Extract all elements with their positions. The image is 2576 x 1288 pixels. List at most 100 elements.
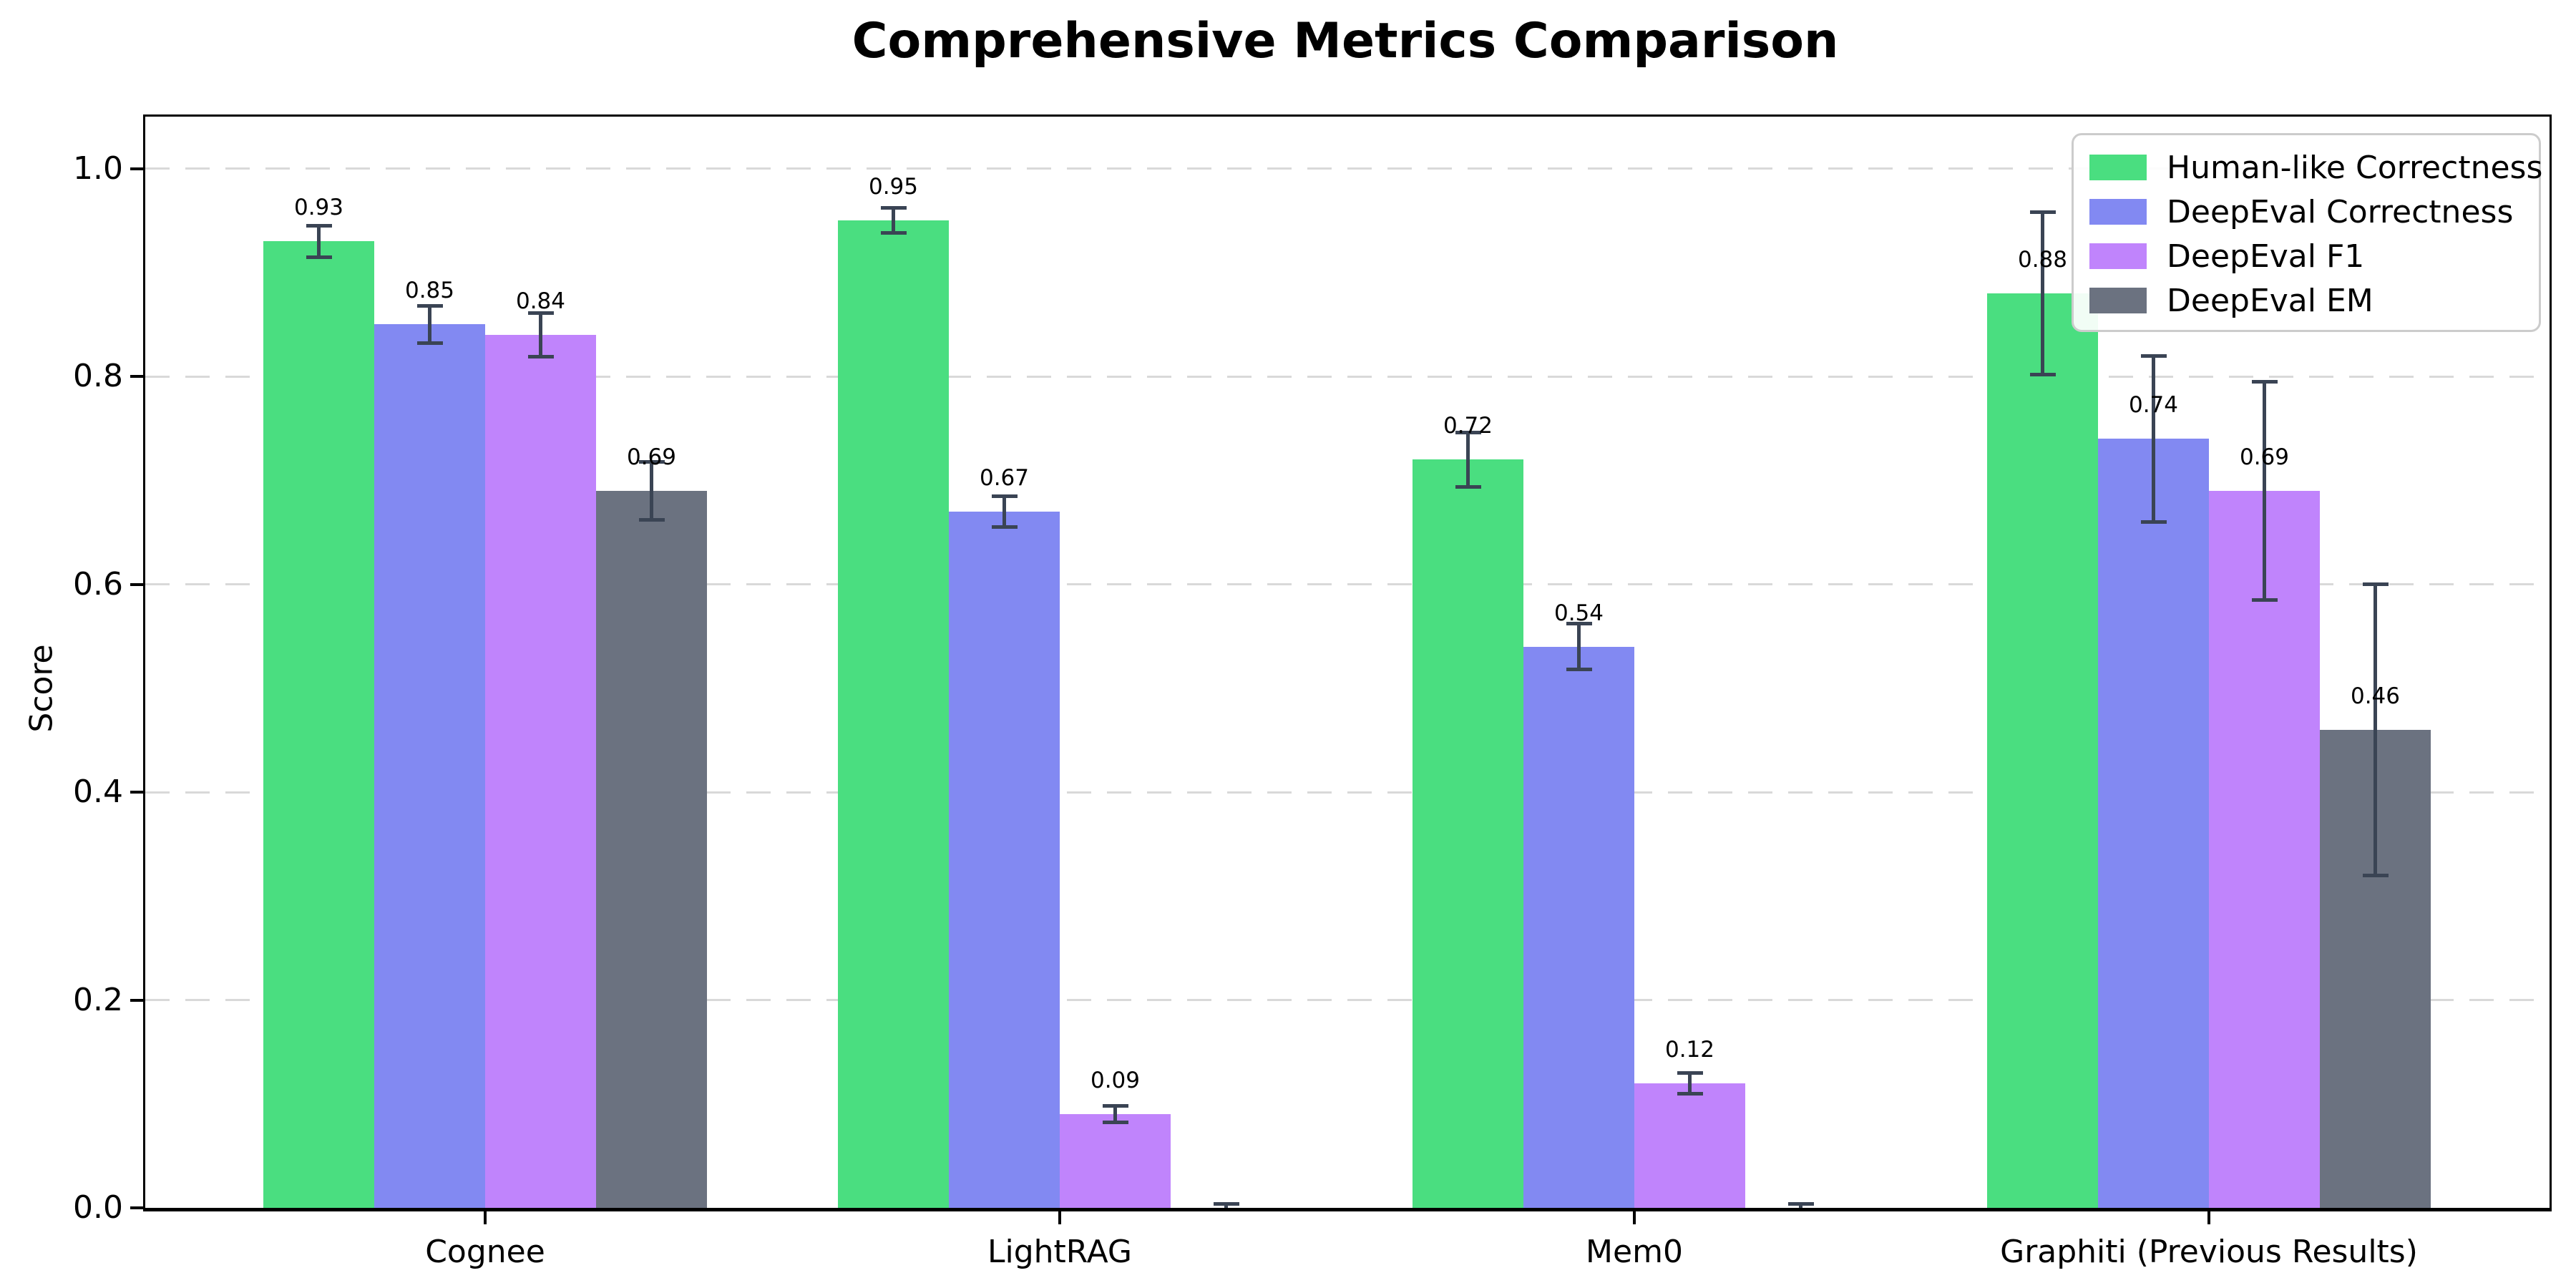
error-bar-cap <box>306 224 332 228</box>
error-bar-cap <box>306 255 332 259</box>
x-tick-label: Mem0 <box>1586 1234 1683 1270</box>
bar <box>838 220 949 1208</box>
error-bar-cap <box>1787 1201 1814 1206</box>
error-bar <box>2152 356 2155 522</box>
legend-label: DeepEval F1 <box>2167 238 2365 275</box>
legend-label: Human-like Correctness <box>2167 149 2543 186</box>
error-bar <box>428 306 431 343</box>
legend-swatch <box>2089 288 2147 313</box>
legend-swatch <box>2089 243 2147 269</box>
error-bar-cap <box>2140 353 2167 358</box>
error-bar-cap <box>1213 1201 1239 1206</box>
x-tick-mark <box>1058 1211 1061 1224</box>
x-tick-label: LightRAG <box>987 1234 1133 1270</box>
bar-value-label: 0.95 <box>868 174 919 200</box>
error-bar-cap <box>1566 668 1592 672</box>
gridline <box>145 167 2550 170</box>
gridline <box>145 999 2550 1002</box>
error-bar <box>1224 1204 1228 1208</box>
y-tick-mark <box>130 1206 143 1209</box>
error-bar-cap <box>2362 582 2389 587</box>
y-tick-label: 0.2 <box>73 981 123 1018</box>
bar <box>374 324 485 1208</box>
y-tick-label: 0.8 <box>73 358 123 395</box>
bar-value-label: 0.12 <box>1664 1036 1715 1063</box>
y-tick-mark <box>130 791 143 794</box>
y-tick-mark <box>130 375 143 379</box>
error-bar <box>2041 212 2044 375</box>
y-tick-label: 1.0 <box>73 150 123 187</box>
bar-value-label: 0.84 <box>515 288 566 314</box>
error-bar-cap <box>1677 1091 1703 1096</box>
bar <box>596 490 707 1208</box>
error-bar-cap <box>638 459 665 464</box>
legend-item: Human-like Correctness <box>2074 145 2543 190</box>
error-bar-cap <box>1455 484 1481 489</box>
error-bar <box>1577 623 1581 670</box>
error-bar-cap <box>1566 622 1592 626</box>
error-bar-cap <box>2140 519 2167 524</box>
error-bar-cap <box>880 206 907 210</box>
error-bar <box>1002 496 1006 527</box>
bar-value-label: 0.85 <box>404 278 455 304</box>
error-bar <box>892 208 895 233</box>
bar <box>1060 1114 1171 1208</box>
error-bar-cap <box>638 518 665 522</box>
bar-value-label: 0.67 <box>979 464 1030 491</box>
y-tick-label: 0.4 <box>73 774 123 811</box>
chart-title: Comprehensive Metrics Comparison <box>852 13 1839 69</box>
gridline <box>145 583 2550 586</box>
bar-value-label: 0.74 <box>2128 392 2179 419</box>
error-bar-cap <box>416 341 443 346</box>
bar-value-label: 0.69 <box>626 444 677 470</box>
bar <box>263 241 374 1208</box>
y-tick-label: 0.0 <box>73 1189 123 1226</box>
error-bar <box>1466 432 1470 487</box>
legend: Human-like Correctness DeepEval Correctne… <box>2072 133 2543 332</box>
gridline <box>145 375 2550 378</box>
error-bar <box>539 313 542 357</box>
legend-item: DeepEval EM <box>2074 278 2539 323</box>
error-bar-cap <box>991 494 1018 498</box>
error-bar <box>1799 1204 1802 1208</box>
error-bar <box>2373 584 2377 876</box>
error-bar-cap <box>1102 1121 1128 1125</box>
legend-label: DeepEval Correctness <box>2167 193 2514 230</box>
bar-value-label: 0.09 <box>1090 1068 1141 1094</box>
x-tick-mark <box>2207 1211 2210 1224</box>
error-bar-cap <box>527 355 554 358</box>
bar-value-label: 0.69 <box>2239 444 2290 470</box>
bar-value-label: 0.46 <box>2350 683 2401 709</box>
bar-value-label: 0.72 <box>1443 413 1493 439</box>
error-bar-cap <box>2362 873 2389 877</box>
x-tick-mark <box>1633 1211 1636 1224</box>
bar <box>1413 459 1523 1208</box>
error-bar <box>650 462 653 520</box>
error-bar-cap <box>1102 1104 1128 1108</box>
error-bar-cap <box>1214 1210 1239 1211</box>
error-bar-cap <box>1677 1070 1703 1075</box>
x-tick-mark <box>484 1211 487 1224</box>
bar <box>1987 293 2098 1208</box>
y-tick-mark <box>130 167 143 170</box>
error-bar-cap <box>1455 431 1481 435</box>
error-bar-cap <box>2251 597 2278 602</box>
error-bar-cap <box>416 303 443 308</box>
bar <box>2098 439 2209 1208</box>
error-bar-cap <box>2251 379 2278 384</box>
plot-area: 0.93 0.95 0.72 0.88 0.85 0.67 0.54 0.74 0.84 0.09… <box>143 114 2552 1211</box>
error-bar-cap <box>2029 210 2056 215</box>
y-tick-label: 0.6 <box>73 565 123 602</box>
y-tick-mark <box>130 582 143 586</box>
error-bar <box>317 225 321 258</box>
error-bar <box>1113 1106 1117 1123</box>
error-bar-cap <box>2029 372 2056 376</box>
y-tick-mark <box>130 998 143 1002</box>
bar <box>485 335 596 1208</box>
gridline <box>145 791 2550 794</box>
bar-value-label: 0.54 <box>1553 600 1604 626</box>
bar-value-label: 0.88 <box>2017 246 2068 273</box>
legend-swatch <box>2089 199 2147 225</box>
bar <box>1634 1083 1745 1208</box>
